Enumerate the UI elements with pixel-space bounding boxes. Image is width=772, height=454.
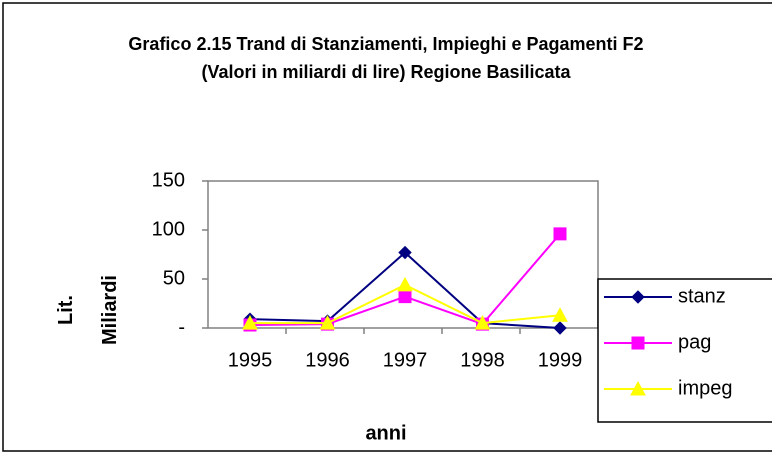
marker <box>474 315 491 330</box>
marker <box>631 336 645 350</box>
marker <box>553 227 567 241</box>
legend-label: pag <box>678 331 711 353</box>
marker <box>630 380 646 396</box>
marker <box>552 307 568 322</box>
y-tick-label: 50 <box>163 267 185 289</box>
marker <box>242 315 258 330</box>
y-tick-label: - <box>178 316 185 338</box>
marker <box>319 315 336 330</box>
marker <box>397 276 413 292</box>
y-tick-label: 100 <box>152 218 185 240</box>
plot-area <box>207 180 599 329</box>
y-tick-label: 150 <box>152 169 185 191</box>
legend-label: stanz <box>678 285 726 307</box>
chart-title: Grafico 2.15 Trand di Stanziamenti, Impi… <box>128 34 644 82</box>
legend-label: impeg <box>678 377 732 399</box>
x-tick-label: 1995 <box>228 349 273 371</box>
x-axis-label: anni <box>365 422 406 444</box>
legend-box <box>597 278 772 423</box>
marker <box>553 321 567 335</box>
marker <box>631 290 645 304</box>
marker <box>398 245 412 260</box>
x-tick-label: 1997 <box>383 349 428 371</box>
marker <box>398 290 412 304</box>
x-tick-label: 1998 <box>460 349 505 371</box>
y-axis-label: Lit. Miliardi <box>55 275 121 346</box>
x-tick-label: 1996 <box>305 349 350 371</box>
x-tick-label: 1999 <box>538 349 583 371</box>
